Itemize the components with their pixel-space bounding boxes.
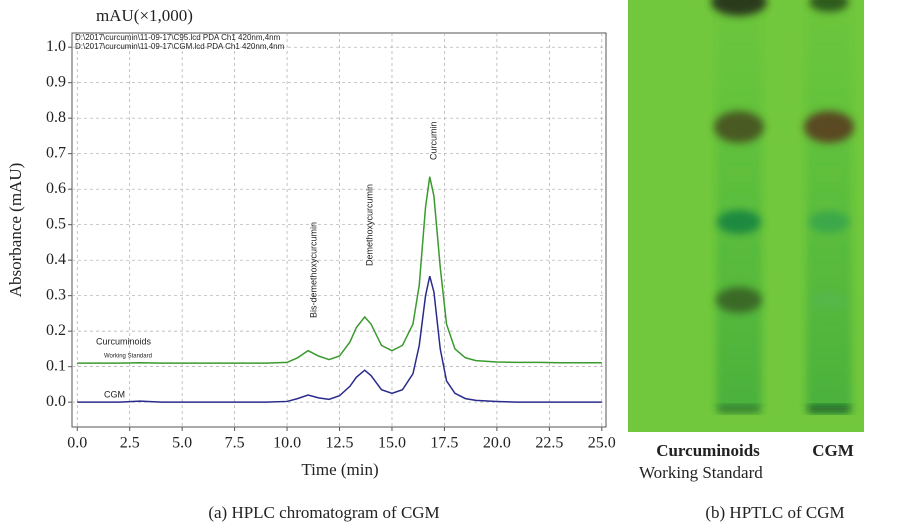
lane-sublabel: Working Standard [639, 463, 763, 482]
y-axis-title: Absorbance (mAU) [6, 163, 25, 298]
y-tick-label: 0.0 [46, 393, 66, 410]
figure: Curcuminoids CGM Working Standard (a) HP… [0, 0, 908, 527]
y-tick-label: 0.9 [46, 73, 66, 90]
y-tick-label: 0.7 [46, 144, 66, 161]
y-tick-label: 0.6 [46, 180, 66, 197]
x-tick-label: 2.5 [120, 435, 140, 452]
x-tick-label: 7.5 [225, 435, 245, 452]
plot-frame [72, 33, 606, 427]
annotation: CGM [104, 389, 125, 399]
x-tick-label: 12.5 [326, 435, 354, 452]
x-tick-label: 17.5 [430, 435, 458, 452]
annotation: Curcuminoids [96, 336, 152, 346]
x-tick-label: 25.0 [588, 435, 616, 452]
caption: (b) HPTLC of CGM [705, 503, 844, 522]
lane-label: CGM [812, 441, 854, 460]
x-axis-title: Time (min) [301, 460, 378, 479]
x-tick-label: 0.0 [67, 435, 87, 452]
annotation: Curcumin [428, 121, 438, 160]
y-tick-label: 0.5 [46, 215, 66, 232]
x-tick-label: 22.5 [535, 435, 563, 452]
y-tick-label: 0.8 [46, 109, 66, 126]
annotation: Working Standard [104, 354, 152, 360]
lane-label: Curcuminoids [656, 441, 760, 460]
hptlc-plate [628, 0, 864, 432]
y-tick-label: 0.4 [46, 251, 66, 268]
y-tick-label: 1.0 [46, 38, 66, 55]
x-tick-label: 20.0 [483, 435, 511, 452]
unit-label: mAU(×1,000) [96, 6, 193, 25]
x-tick-label: 15.0 [378, 435, 406, 452]
y-tick-label: 0.2 [46, 322, 66, 339]
y-tick-label: 0.3 [46, 286, 66, 303]
x-tick-label: 5.0 [172, 435, 192, 452]
legend-entry: D:\2017\curcumin\11-09-17\C95.lcd PDA Ch… [75, 33, 281, 42]
caption: (a) HPLC chromatogram of CGM [208, 503, 439, 522]
y-tick-label: 0.1 [46, 357, 66, 374]
annotation: Demethoxycurcumin [364, 184, 374, 266]
legend-entry: D:\2017\curcumin\11-09-17\CGM.lcd PDA Ch… [75, 42, 285, 51]
x-tick-label: 10.0 [273, 435, 301, 452]
annotation: Bis-demethoxycurcumin [308, 222, 318, 318]
